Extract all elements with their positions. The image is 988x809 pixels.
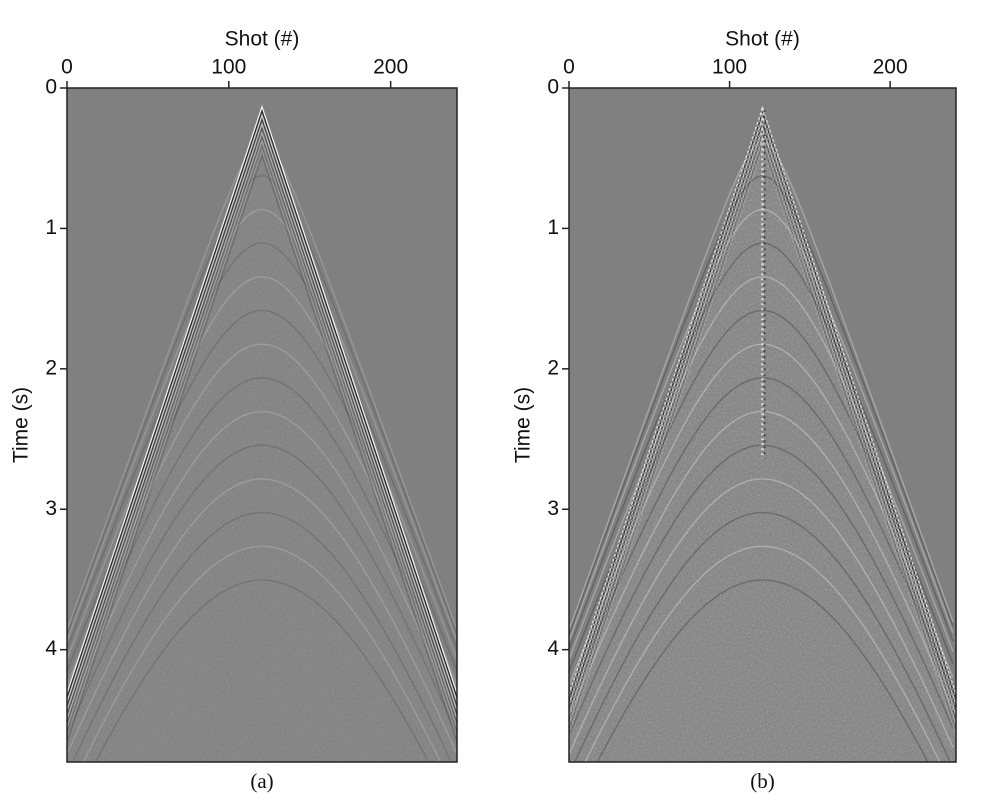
direct-wave <box>67 134 457 725</box>
direct-wave <box>67 104 457 695</box>
direct-wave <box>67 117 457 708</box>
y-tick-label: 3 <box>547 497 559 520</box>
y-tick-label: 4 <box>45 637 57 660</box>
x-tick-label: 200 <box>873 56 908 79</box>
y-tick-label: 1 <box>45 216 57 239</box>
panel-caption: (a) <box>250 769 273 793</box>
panel: 0 100 200 0 1 2 3 4 Shot (#) Time (s) (a) <box>10 28 458 793</box>
wavefront <box>67 343 457 686</box>
wavefront <box>569 276 954 660</box>
direct-wave <box>67 150 457 742</box>
wavefront <box>573 511 952 762</box>
wavefront <box>584 545 941 762</box>
direct-wave <box>67 121 457 712</box>
direct-wave <box>67 113 457 704</box>
wavefront <box>569 141 954 631</box>
y-tick-label: 0 <box>45 76 57 99</box>
direct-wave <box>67 142 457 733</box>
panel-caption: (b) <box>750 769 775 793</box>
y-tick-label: 0 <box>547 76 559 99</box>
plot-frame <box>568 87 957 763</box>
wavefront <box>569 478 954 755</box>
wavefront <box>67 208 457 642</box>
wavefront <box>67 242 457 650</box>
wavefront <box>569 377 954 701</box>
wavefront <box>569 410 954 718</box>
wavefront <box>67 377 457 701</box>
wavefront <box>67 410 457 718</box>
y-tick-label: 2 <box>547 356 559 379</box>
wavefront <box>67 175 457 635</box>
y-tick-label: 2 <box>45 356 57 379</box>
y-axis-label: Time (s) <box>10 387 33 463</box>
x-axis-label: Shot (#) <box>725 28 800 51</box>
x-tick-label: 100 <box>712 56 747 79</box>
wavefront <box>67 444 457 736</box>
direct-wave <box>67 108 457 700</box>
panel: 0 100 200 0 1 2 3 4 Shot (#) Time (s) (b) <box>512 28 957 793</box>
x-tick-label: 200 <box>373 56 408 79</box>
direct-wave <box>67 138 457 729</box>
direct-wave <box>67 129 457 721</box>
wavefront <box>569 242 954 650</box>
direct-wave <box>67 125 457 716</box>
wavefront <box>72 512 452 762</box>
wavefront <box>67 276 457 660</box>
y-tick-label: 4 <box>547 637 559 660</box>
wavefront <box>67 141 457 631</box>
direct-wave <box>67 146 457 737</box>
wavefront <box>94 579 430 762</box>
wavefront <box>67 478 457 755</box>
plot-frame <box>66 87 458 763</box>
y-tick-label: 1 <box>547 216 559 239</box>
x-tick-label: 0 <box>61 56 73 79</box>
wavefront <box>82 545 442 762</box>
y-tick-label: 3 <box>45 497 57 520</box>
wavefront <box>569 174 954 635</box>
wavefront <box>596 579 929 762</box>
x-tick-label: 100 <box>211 56 246 79</box>
x-axis-label: Shot (#) <box>225 28 300 51</box>
x-tick-label: 0 <box>563 56 575 79</box>
y-axis-label: Time (s) <box>512 387 535 463</box>
